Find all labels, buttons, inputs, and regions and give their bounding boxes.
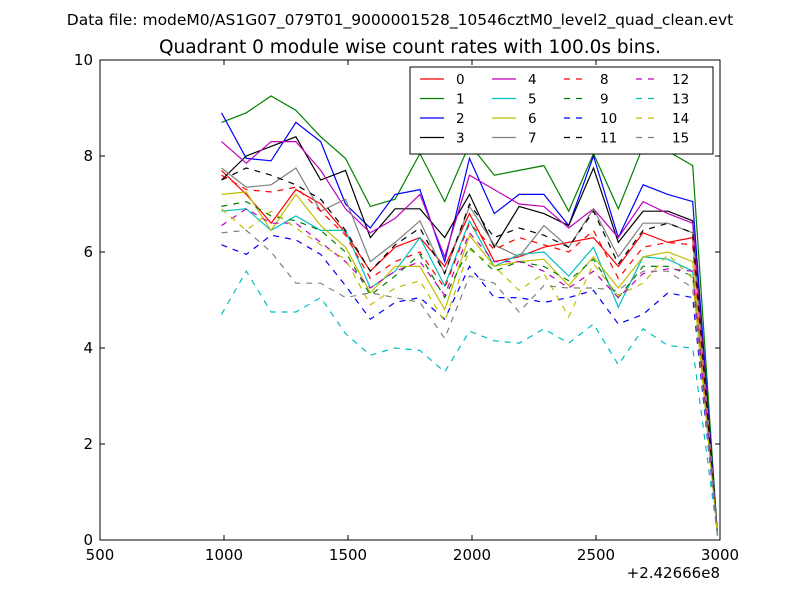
series-line-15 [221, 229, 719, 536]
x-tick-label: 2500 [577, 546, 615, 564]
chart-suptitle: Data file: modeM0/AS1G07_079T01_90000015… [67, 11, 733, 30]
series-line-13 [220, 270, 719, 536]
series-line-11 [221, 167, 719, 536]
y-tick-label: 4 [83, 339, 93, 357]
x-tick-label: 1500 [329, 546, 367, 564]
series-line-0 [221, 169, 719, 536]
series-line-6 [221, 191, 719, 536]
legend-label-1: 1 [456, 92, 465, 108]
legend-label-10: 10 [600, 111, 617, 127]
series-line-12 [221, 208, 719, 536]
legend-label-6: 6 [528, 111, 537, 127]
legend-label-14: 14 [672, 111, 689, 127]
series-line-2 [220, 112, 719, 536]
legend-label-5: 5 [528, 92, 537, 108]
legend-label-7: 7 [528, 131, 537, 147]
x-tick-label: 1000 [205, 546, 243, 564]
y-tick-label: 10 [74, 51, 93, 69]
x-axis-offset-label: +2.42666e8 [627, 564, 720, 582]
legend-label-2: 2 [456, 111, 465, 127]
series-line-7 [221, 167, 719, 536]
y-tick-label: 8 [83, 147, 93, 165]
series-line-9 [221, 200, 719, 536]
y-tick-label: 2 [83, 435, 93, 453]
legend-label-9: 9 [600, 92, 609, 108]
series-line-3 [221, 136, 719, 536]
legend-label-3: 3 [456, 131, 465, 147]
legend-frame [409, 66, 714, 155]
y-tick-label: 0 [83, 531, 93, 549]
plot-frame [99, 59, 721, 541]
legend-label-12: 12 [672, 72, 689, 88]
series-line-4 [221, 141, 719, 536]
legend-label-0: 0 [456, 72, 465, 88]
legend-label-8: 8 [600, 72, 609, 88]
series-line-1 [221, 95, 719, 536]
x-tick-label: 3000 [701, 546, 739, 564]
y-tick-label: 6 [83, 243, 93, 261]
series-line-5 [221, 208, 719, 536]
legend-label-4: 4 [528, 72, 537, 88]
series-line-10 [221, 234, 719, 536]
chart-title: Quadrant 0 module wise count rates with … [159, 37, 661, 58]
legend-label-11: 11 [600, 131, 617, 147]
x-tick-label: 500 [86, 546, 115, 564]
legend-label-13: 13 [672, 92, 689, 108]
legend-label-15: 15 [672, 131, 689, 147]
x-tick-label: 2000 [453, 546, 491, 564]
series-line-8 [221, 174, 719, 536]
series-line-14 [221, 208, 719, 536]
